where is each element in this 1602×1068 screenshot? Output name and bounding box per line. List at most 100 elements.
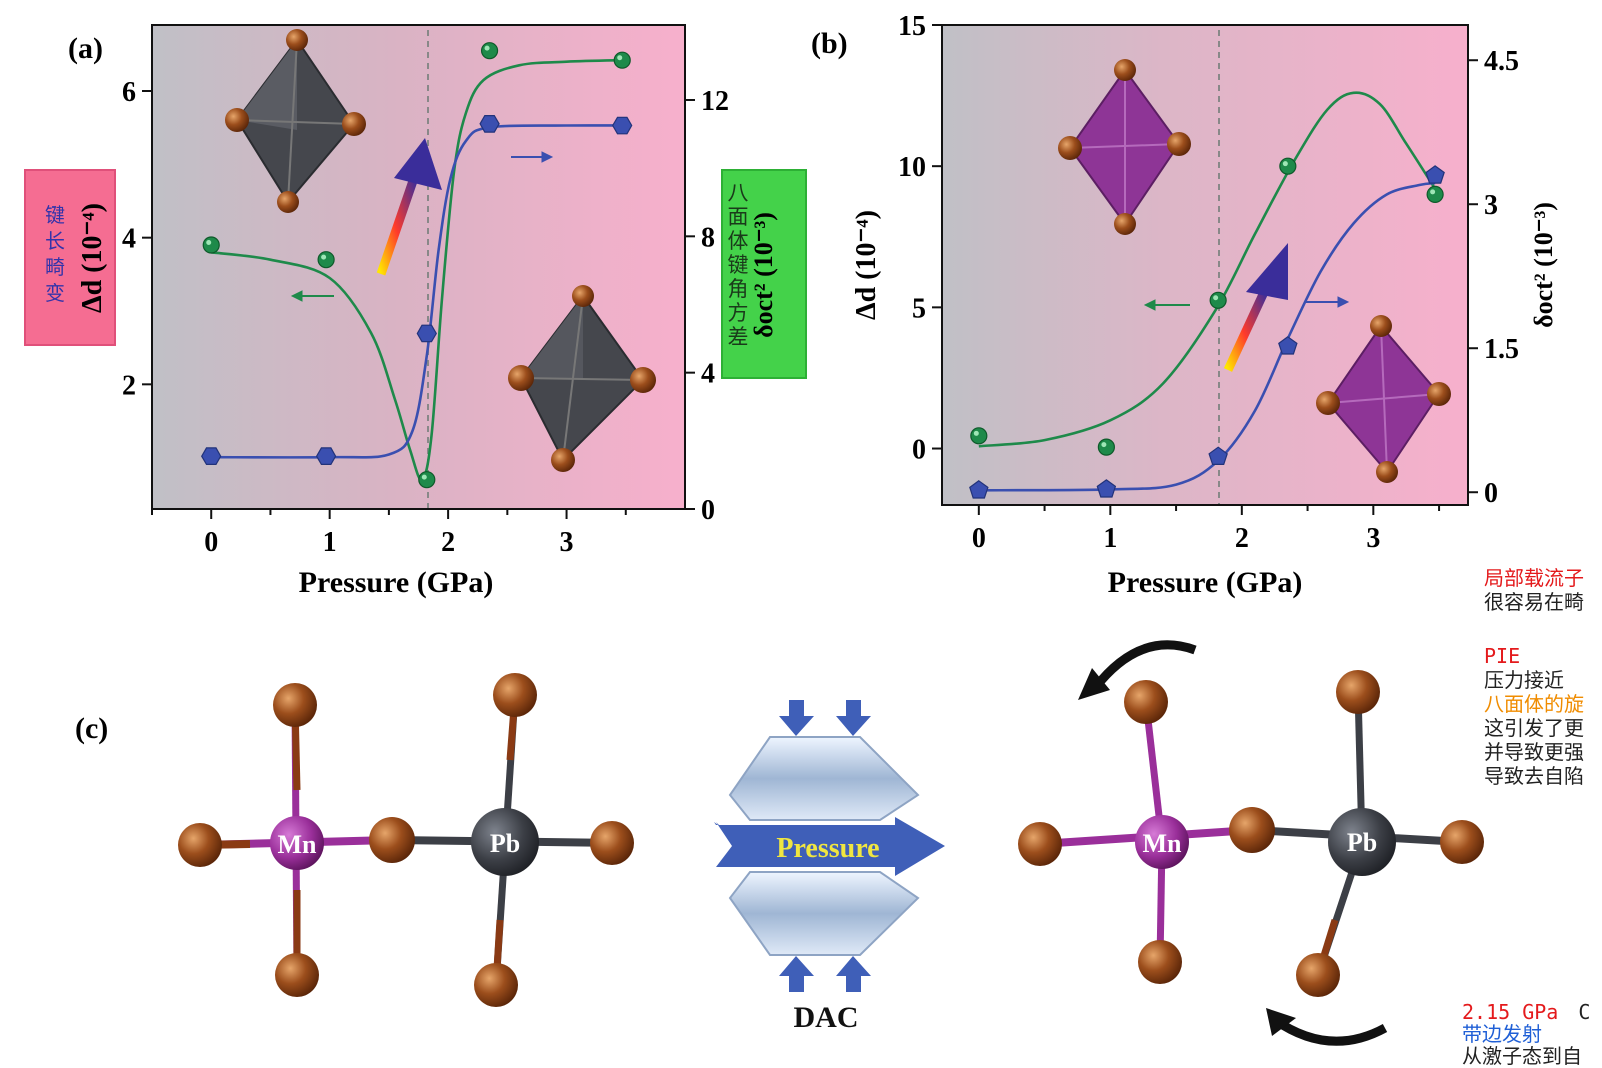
br-atom	[1167, 132, 1191, 156]
annotation-line: 导致去自陷	[1484, 766, 1584, 786]
br-atom	[1427, 382, 1451, 406]
x-tick-label: 2	[441, 527, 455, 558]
octahedron-top	[225, 29, 366, 213]
data-point-blue	[1096, 479, 1117, 498]
left-tick-labels: 0 5 10 15	[898, 11, 926, 466]
pb-label: Pb	[490, 829, 520, 858]
br-atom	[630, 367, 656, 393]
octahedron-bottom	[508, 285, 656, 472]
right-axis-arrow	[1305, 296, 1350, 308]
x-tick-label: 3	[560, 527, 574, 558]
y2-tick-label: 1.5	[1484, 334, 1519, 365]
y-tick-label: 2	[122, 370, 136, 401]
y2-tick-label: 4.5	[1484, 46, 1519, 77]
arrow-tip	[541, 151, 554, 163]
x-tick-labels: 0 1 2 3	[972, 523, 1380, 554]
box-char: 差	[728, 325, 749, 349]
mn-label: Mn	[278, 830, 318, 859]
right-tick-labels: 0 1.5 3 4.5	[1484, 46, 1519, 509]
br-atom	[1370, 315, 1392, 337]
br-atom	[1229, 807, 1275, 853]
annotation-line: 2.15 GPa C	[1462, 1002, 1590, 1022]
arrow-tip	[1143, 299, 1156, 311]
br-atom	[369, 817, 415, 863]
bond	[520, 377, 644, 381]
data-point-blue	[612, 116, 633, 135]
pb-label: Pb	[1347, 828, 1377, 857]
point-highlight	[206, 240, 212, 245]
arrow-tip	[1266, 1008, 1296, 1036]
panel-label-a: (a)	[68, 32, 103, 65]
data-point-blue	[969, 480, 989, 499]
data-point-green	[480, 42, 499, 60]
right-axis-arrow	[511, 151, 554, 163]
br-atom	[1058, 136, 1082, 160]
mn-label: Mn	[1143, 829, 1183, 858]
y-axis-label-left: Δd (10⁻⁴)	[851, 210, 882, 320]
y-axis-label-right: δoct² (10⁻³)	[1529, 202, 1558, 328]
diamond-bottom	[728, 871, 920, 956]
right-tick-labels: 0 4 8 12	[701, 86, 729, 526]
right-box-chinese: 八 面 体 键 角 方 差	[728, 181, 749, 349]
note-text: 八面体的旋	[1484, 692, 1584, 716]
point-highlight	[321, 254, 327, 260]
annotation-line: PIE	[1484, 646, 1520, 666]
right-label-box	[721, 169, 807, 379]
left-axis-arrow	[290, 290, 334, 302]
br-atom	[178, 823, 222, 867]
y2-tick-label: 0	[1484, 478, 1498, 509]
arrow-shaft	[376, 173, 420, 276]
bond	[1069, 143, 1180, 149]
arrow	[836, 956, 871, 992]
br-atom	[493, 673, 537, 717]
octa-face	[237, 40, 297, 130]
series-layer	[969, 91, 1445, 499]
annotation-line: 这引发了更	[1484, 718, 1584, 738]
data-point-green	[1279, 157, 1297, 175]
point-highlight	[1213, 295, 1219, 301]
note-text: 局部载流子	[1484, 566, 1584, 590]
x-tick-label: 1	[323, 527, 337, 558]
box-char: 畸	[45, 255, 65, 279]
br-atom	[1114, 59, 1136, 81]
left-axis-arrow	[1143, 299, 1190, 311]
br-atom	[1336, 670, 1380, 714]
arrow-shaft	[1223, 288, 1270, 372]
data-point-green	[613, 51, 631, 69]
mn-atom	[1135, 815, 1189, 869]
panel-label-c: (c)	[75, 712, 108, 745]
box-char: 变	[45, 281, 65, 305]
structure-after: Mn Pb	[1018, 640, 1484, 1046]
rotation-arrow-top	[1078, 640, 1197, 700]
arrow	[836, 700, 871, 736]
x-tick-labels: 0 1 2 3	[204, 527, 573, 558]
pressure-label: Pressure	[776, 833, 879, 864]
diamond-anvil-cell: Pressure DAC	[714, 700, 945, 1034]
arrow-tip	[290, 290, 303, 302]
note-text: 从激子态到自	[1462, 1044, 1582, 1068]
fit-curve-green	[211, 58, 623, 482]
y2-tick-label: 3	[1484, 190, 1498, 221]
br-atom	[1316, 391, 1340, 415]
data-point-blue	[1208, 446, 1228, 465]
br-atom	[277, 191, 299, 213]
octahedron-bottom	[1316, 315, 1451, 483]
pressure-arrow	[714, 817, 945, 876]
rotation-arc	[1091, 640, 1197, 691]
series-layer	[201, 42, 633, 489]
diamond-top	[728, 736, 920, 821]
bond	[236, 119, 355, 125]
point-highlight	[617, 55, 623, 61]
point-highlight	[484, 45, 490, 51]
note-text: 这引发了更	[1484, 716, 1584, 740]
arrow-head	[1246, 243, 1288, 300]
arrow-head	[394, 138, 442, 190]
dac-label: DAC	[794, 1001, 859, 1034]
x-axis-label: Pressure (GPa)	[1108, 566, 1303, 599]
plot-frame	[941, 24, 1469, 506]
arrow	[779, 700, 814, 736]
y2-tick-label: 0	[701, 495, 715, 526]
